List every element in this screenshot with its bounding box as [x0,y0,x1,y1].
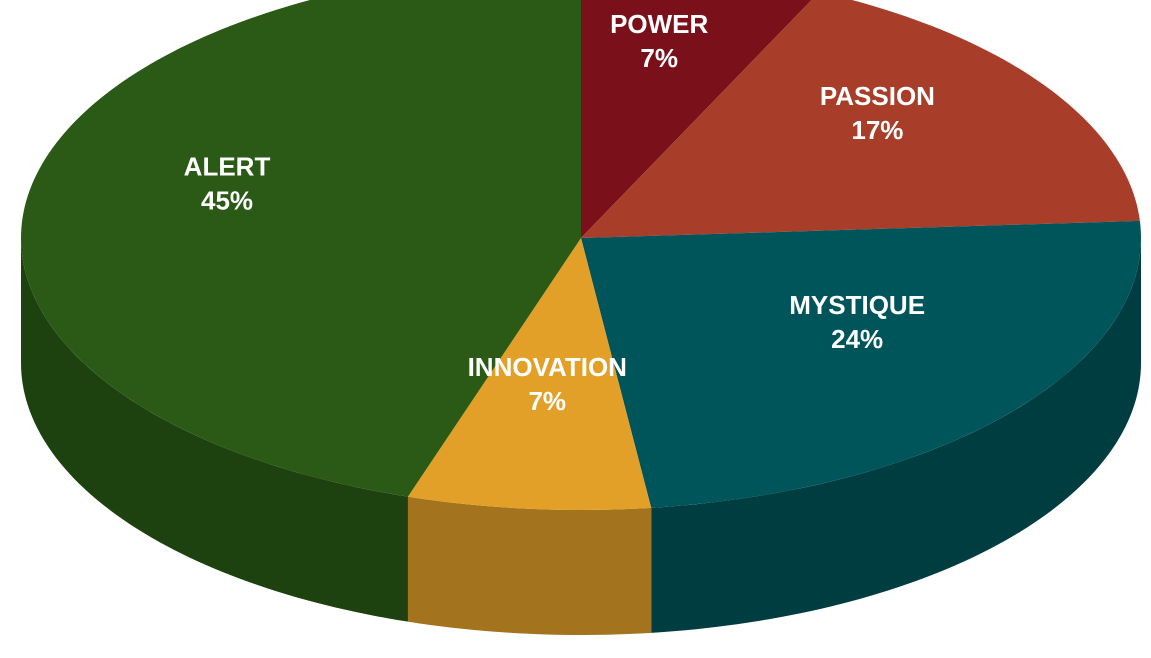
slice-label: POWER [610,9,708,39]
slice [581,0,1140,238]
slice-label: PASSION [820,81,935,111]
slice-side [651,238,1141,633]
slice [581,0,812,238]
slice [407,238,652,510]
slice-label: INNOVATION [468,352,627,382]
slice-label: MYSTIQUE [789,290,925,320]
slice-value-label: 7% [528,386,566,416]
slice [21,0,581,497]
slice-value-label: 7% [640,43,678,73]
slice-value-label: 24% [831,324,883,354]
slice-value-label: 17% [851,115,903,145]
slice-value-label: 45% [201,186,253,216]
slice [581,220,1141,508]
slice-side [407,496,652,635]
slice-side [21,238,408,622]
slice-label: ALERT [184,152,271,182]
